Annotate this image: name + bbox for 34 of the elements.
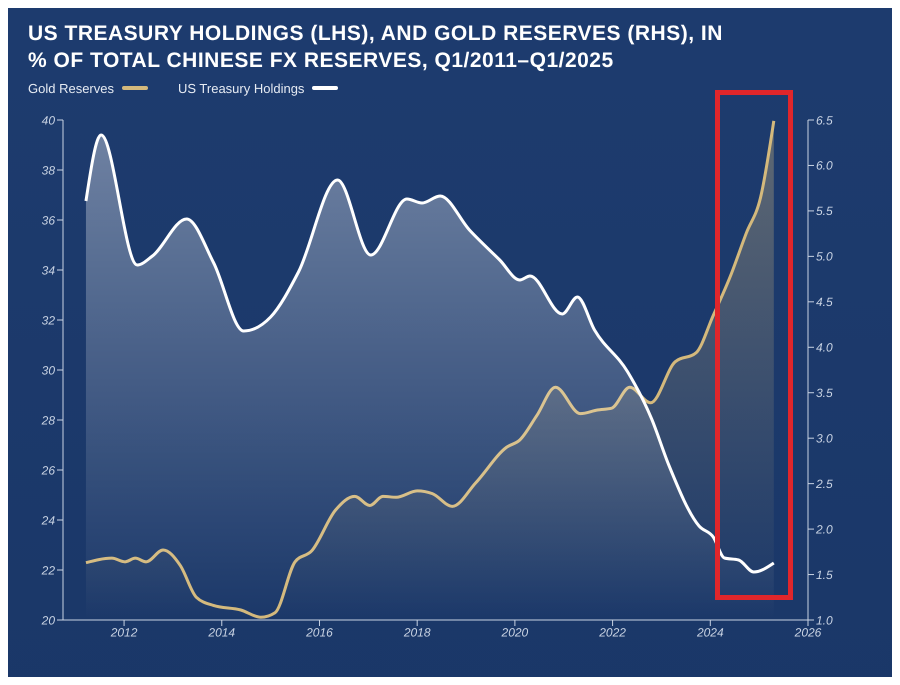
y2-tick-label: 1.0 — [816, 612, 834, 627]
y2-tick-label: 1.5 — [816, 567, 834, 582]
y2-tick-label: 4.0 — [816, 340, 834, 354]
y-tick-label: 26 — [40, 462, 56, 477]
y-tick-label: 36 — [42, 212, 56, 227]
x-tick-label: 2018 — [402, 625, 431, 640]
y2-tick-label: 3.5 — [816, 386, 834, 400]
y-tick-label: 32 — [42, 312, 56, 327]
y2-tick-label: 5.5 — [816, 204, 834, 218]
y2-tick-label: 6.0 — [816, 158, 834, 172]
x-tick-label: 2016 — [305, 625, 334, 640]
legend-label: Gold Reserves — [28, 80, 114, 96]
chart-title: US TREASURY HOLDINGS (LHS), AND GOLD RESERVES (RHS), IN % OF TOTAL CHINESE FX RESERVES, Q1/2011–Q1/2025 — [27, 21, 724, 74]
legend-label: US Treasury Holdings — [178, 80, 304, 96]
y2-tick-label: 3.0 — [816, 431, 834, 446]
y-tick-label: 34 — [42, 262, 56, 277]
y2-tick-label: 4.5 — [816, 294, 834, 309]
y-tick-label: 20 — [40, 612, 56, 627]
x-tick-label: 2022 — [598, 625, 626, 640]
y-tick-label: 40 — [42, 112, 56, 127]
y2-tick-label: 2.5 — [815, 476, 834, 490]
y-tick-label: 24 — [40, 512, 56, 527]
y-tick-label: 28 — [40, 412, 56, 427]
x-tick-label: 2012 — [110, 625, 138, 640]
y-tick-label: 38 — [42, 162, 56, 177]
y-tick-label: 22 — [40, 562, 56, 577]
y2-tick-label: 2.0 — [815, 522, 834, 536]
y2-tick-label: 5.0 — [816, 249, 834, 264]
x-tick-label: 2020 — [500, 625, 529, 640]
y-tick-label: 30 — [42, 362, 56, 377]
x-tick-label: 2024 — [696, 625, 724, 640]
x-tick-label: 2026 — [794, 625, 822, 640]
x-tick-label: 2014 — [207, 625, 236, 640]
y2-tick-label: 6.5 — [816, 112, 834, 127]
